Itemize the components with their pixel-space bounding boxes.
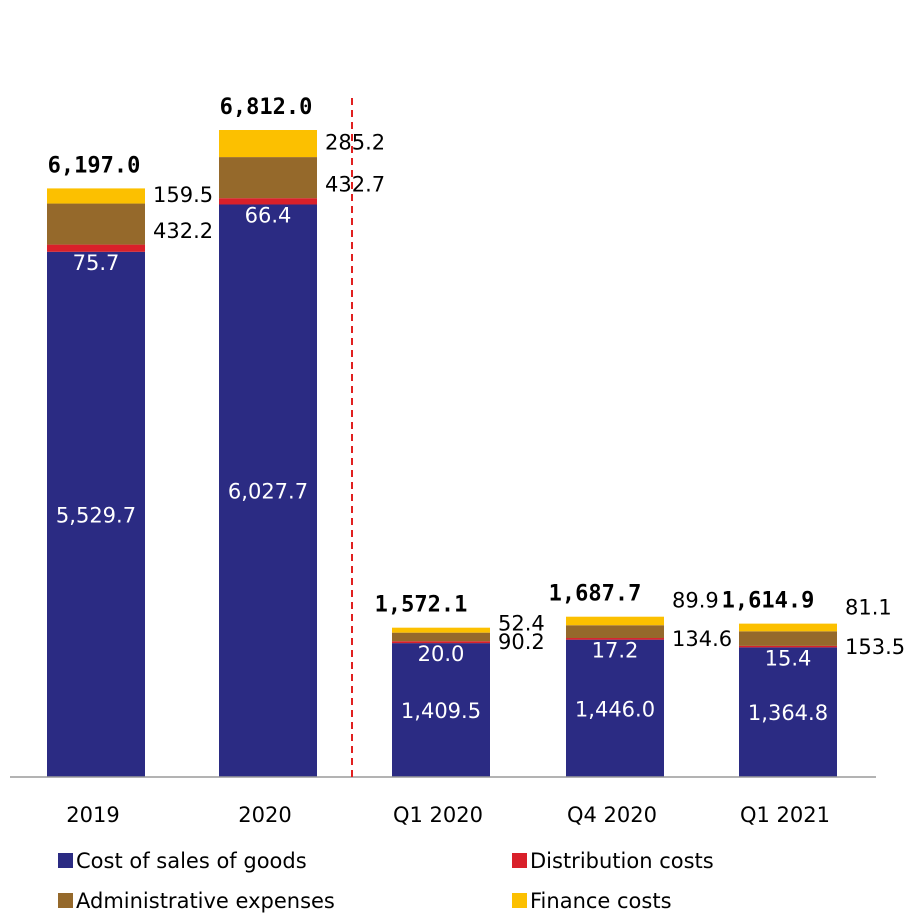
total-label: 1,687.7 [549, 582, 642, 607]
data-label-cost-of-sales: 1,409.5 [401, 699, 481, 723]
bar-segment-distribution-costs [47, 244, 145, 252]
bar-segment-administrative-expenses [392, 632, 490, 642]
data-label-distribution: 15.4 [765, 646, 812, 670]
total-label: 1,572.1 [375, 593, 468, 618]
data-label-admin: 134.6 [672, 627, 732, 651]
category-labels: 2019 2020 Q1 2020 Q4 2020 Q1 2021 [66, 803, 830, 827]
legend: Cost of sales of goods Distribution costs… [58, 849, 714, 913]
data-label-distribution: 17.2 [592, 639, 639, 663]
legend-entry: Administrative expenses [76, 889, 335, 913]
bar-segment-administrative-expenses [47, 203, 145, 245]
legend-swatch [58, 853, 73, 868]
bar-segment-cost-of-sales-of-goods [739, 647, 837, 777]
legend-swatch [512, 853, 527, 868]
data-label-finance: 52.4 [498, 612, 545, 636]
total-label: 6,812.0 [220, 95, 313, 120]
bar-segment-distribution-costs [739, 645, 837, 648]
data-label-cost-of-sales: 5,529.7 [56, 503, 136, 527]
legend-entry: Distribution costs [530, 849, 714, 873]
bar-segment-administrative-expenses [219, 157, 317, 199]
total-label: 6,197.0 [48, 153, 141, 178]
data-label-distribution: 75.7 [73, 251, 120, 275]
bar-segment-distribution-costs [392, 641, 490, 644]
data-label-cost-of-sales: 1,364.8 [748, 701, 828, 725]
legend-swatch [512, 893, 527, 908]
data-label-finance: 285.2 [325, 131, 385, 155]
data-label-admin: 432.2 [153, 219, 213, 243]
bar-segment-administrative-expenses [739, 631, 837, 646]
total-label: 1,614.9 [722, 589, 815, 614]
bar-segment-cost-of-sales-of-goods [392, 643, 490, 777]
data-label-admin: 90.2 [498, 630, 545, 654]
data-label-finance: 81.1 [845, 596, 892, 620]
labels-layer: 5,529.7 75.7 432.2 159.5 6,197.0 6,027.7 66.4 4… [48, 95, 905, 725]
data-label-cost-of-sales: 6,027.7 [228, 480, 308, 504]
x-tick-label: 2019 [66, 803, 119, 827]
data-label-finance: 159.5 [153, 183, 213, 207]
legend-entry: Cost of sales of goods [76, 849, 307, 873]
data-label-finance: 89.9 [672, 589, 719, 613]
x-tick-label: Q4 2020 [567, 803, 657, 827]
bar-segment-cost-of-sales-of-goods [219, 204, 317, 778]
x-tick-label: 2020 [238, 803, 291, 827]
data-label-cost-of-sales: 1,446.0 [575, 697, 655, 721]
data-label-admin: 432.7 [325, 173, 385, 197]
bar-segment-administrative-expenses [566, 625, 664, 639]
bars-layer [47, 130, 837, 778]
data-label-admin: 153.5 [845, 635, 905, 659]
bar-segment-finance-costs [219, 130, 317, 158]
data-label-distribution: 20.0 [418, 642, 465, 666]
bar-segment-finance-costs [566, 616, 664, 626]
x-tick-label: Q1 2021 [740, 803, 830, 827]
bar-segment-finance-costs [47, 188, 145, 204]
legend-entry: Finance costs [530, 889, 672, 913]
bar-segment-finance-costs [739, 623, 837, 632]
bar-segment-distribution-costs [566, 638, 664, 640]
bar-segment-finance-costs [392, 627, 490, 633]
bar-segment-distribution-costs [219, 198, 317, 205]
bar-segment-cost-of-sales-of-goods [47, 251, 145, 778]
x-tick-label: Q1 2020 [393, 803, 483, 827]
data-label-distribution: 66.4 [245, 203, 292, 227]
legend-swatch [58, 893, 73, 908]
bar-segment-cost-of-sales-of-goods [566, 639, 664, 777]
